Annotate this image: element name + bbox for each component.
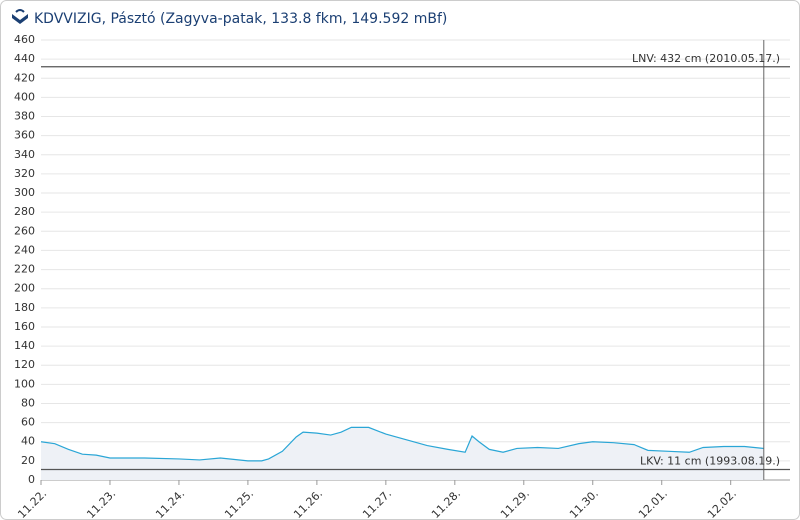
y-tick-label: 460: [14, 33, 35, 46]
y-tick-label: 160: [14, 320, 35, 333]
y-tick-label: 0: [28, 473, 35, 486]
y-tick-label: 240: [14, 243, 35, 256]
y-tick-label: 360: [14, 129, 35, 142]
line: [40, 426, 764, 462]
reference-label: LNV: 432 cm (2010.05.17.): [632, 52, 780, 65]
chart-title: KDVVIZIG, Pásztó (Zagyva-patak, 133.8 fk…: [34, 11, 447, 27]
y-tick-label: 260: [14, 224, 35, 237]
y-tick-label: 40: [21, 435, 35, 448]
y-tick-label: 320: [14, 167, 35, 180]
y-tick-label: 100: [14, 377, 35, 390]
y-tick-label: 120: [14, 358, 35, 371]
y-tick-label: 60: [21, 416, 35, 429]
reference-label: LKV: 11 cm (1993.08.19.): [640, 454, 780, 467]
y-tick-label: 400: [14, 90, 35, 103]
y-tick-label: 420: [14, 71, 35, 84]
y-tick-label: 20: [21, 454, 35, 467]
logo: [12, 9, 28, 24]
y-tick-label: 280: [14, 205, 35, 218]
y-tick-label: 440: [14, 52, 35, 65]
y-tick-label: 220: [14, 263, 35, 276]
y-tick-label: 340: [14, 148, 35, 161]
y-tick-label: 140: [14, 339, 35, 352]
y-tick-label: 180: [14, 301, 35, 314]
y-tick-label: 300: [14, 186, 35, 199]
y-tick-label: 200: [14, 282, 35, 295]
y-tick-label: 80: [21, 396, 35, 409]
area: [41, 427, 764, 480]
y-tick-label: 380: [14, 110, 35, 123]
